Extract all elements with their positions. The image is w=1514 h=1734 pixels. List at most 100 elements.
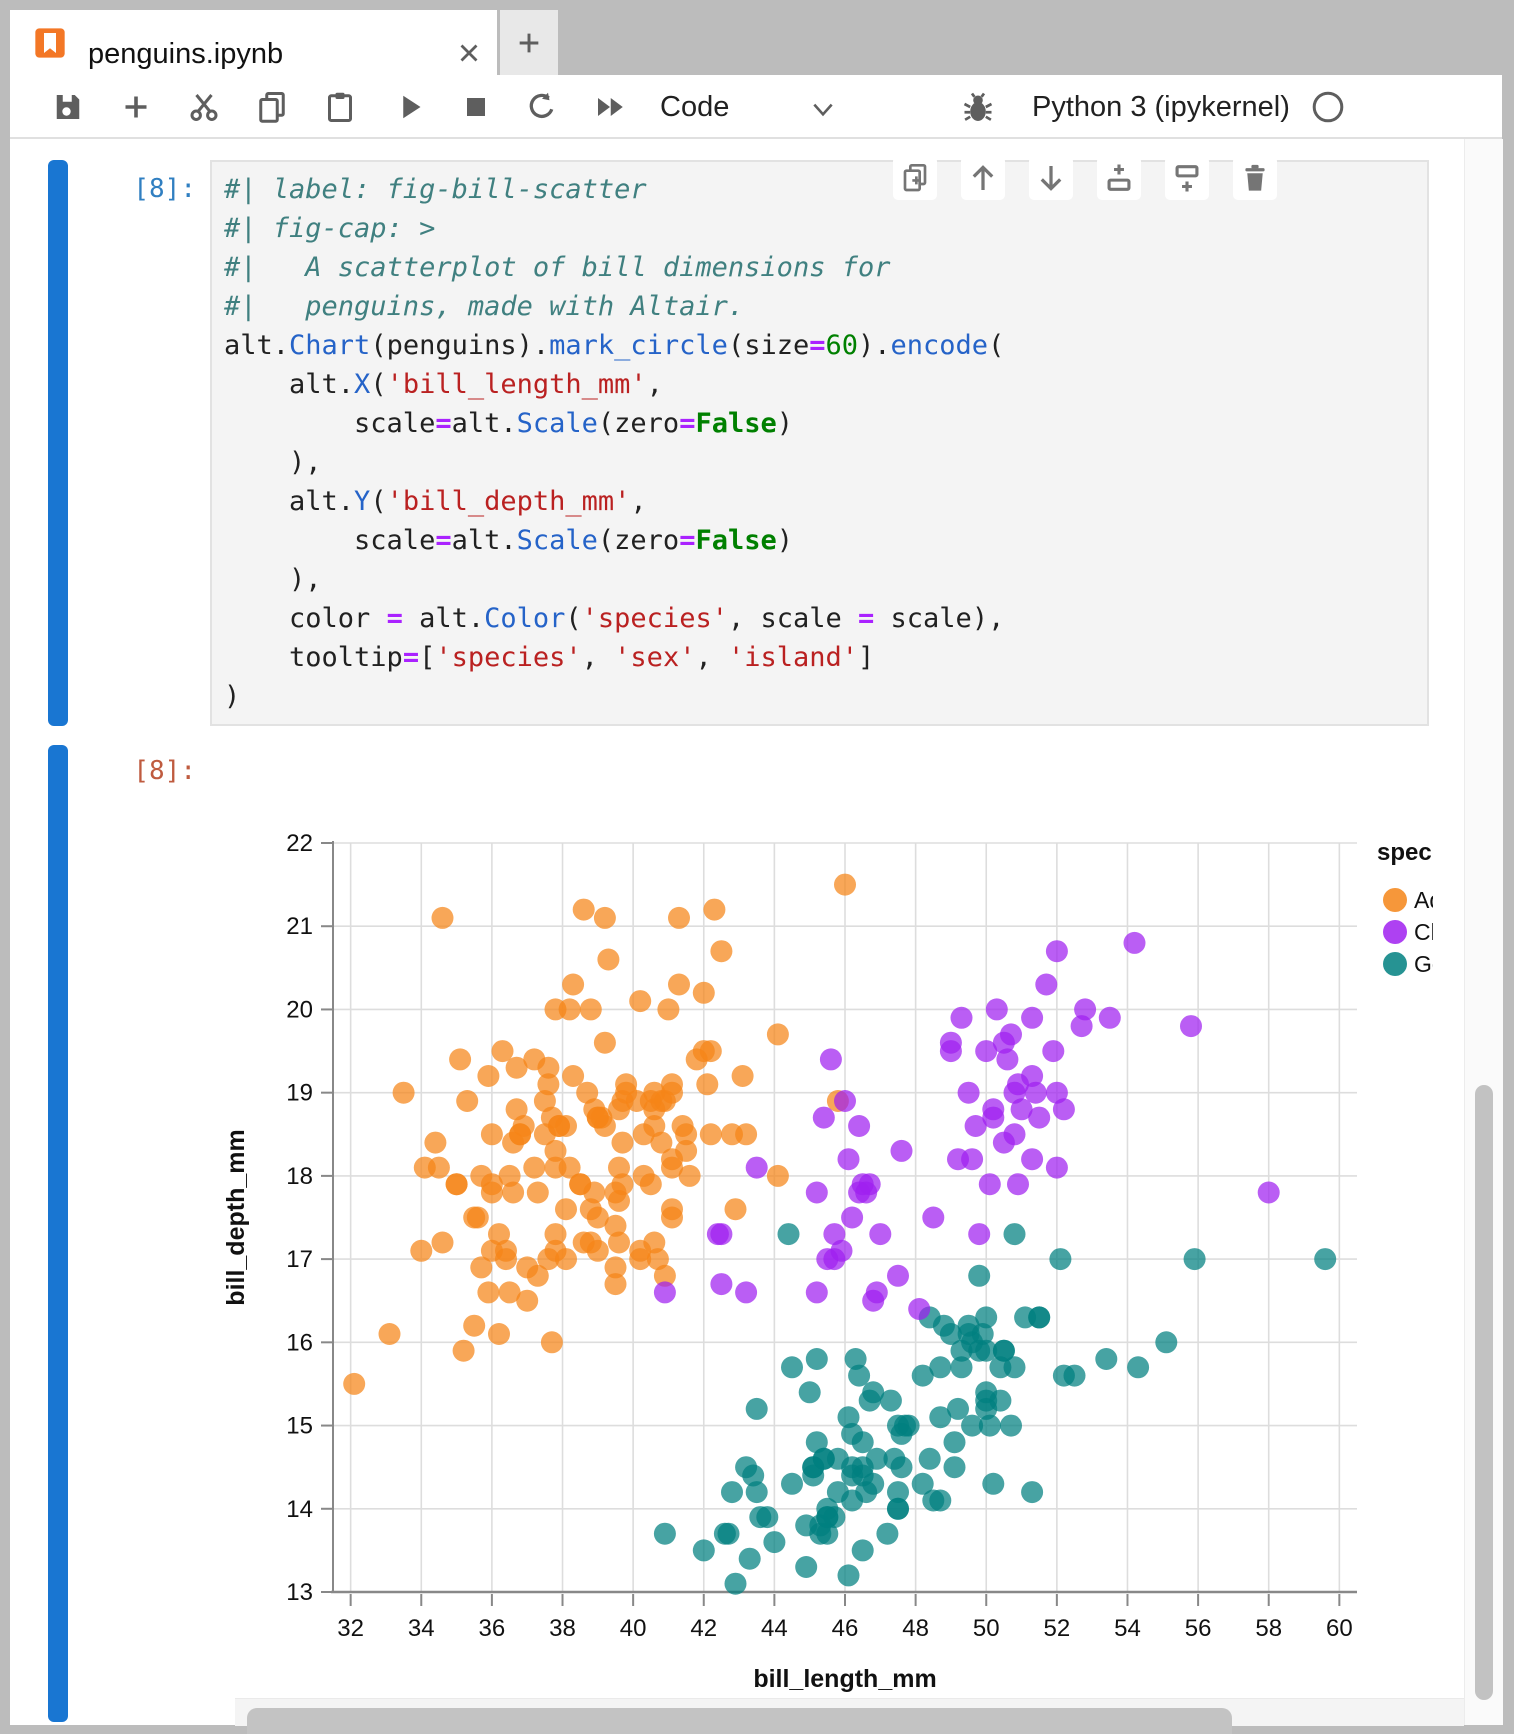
scatter-point-adelie [650,1131,673,1154]
scatter-chart-output[interactable]: 32 34 36 38 40 42 44 46 48 50 52 54 56 58 60 13 14 15 16 17… [210,748,1433,1698]
scatter-point-chinstrap [978,1173,1001,1196]
scatter-point-gentoo [795,1514,818,1537]
scatter-point-gentoo [887,1497,909,1520]
scatter-point-adelie [735,1123,758,1146]
scatter-point-adelie [643,1231,666,1254]
add-cell-icon[interactable] [118,89,154,125]
scatter-point-adelie [498,1281,521,1304]
cut-cells-icon[interactable] [186,89,222,125]
scatter-point-chinstrap [735,1281,758,1304]
scatter-point-adelie [480,1181,503,1204]
run-all-cells-icon[interactable] [592,89,628,125]
horizontal-scrollbar-thumb[interactable] [247,1708,1232,1734]
scatter-point-gentoo [721,1481,743,1504]
y-tick-label: 19 [286,1080,313,1107]
insert-cell-above-button[interactable] [1097,156,1141,200]
scatter-point-adelie [579,998,602,1021]
kernel-status-icon[interactable] [1310,89,1346,125]
arrow-up-icon [972,165,994,191]
vertical-scrollbar-thumb[interactable] [1475,1085,1493,1700]
scatter-point-chinstrap [961,1148,984,1171]
scatter-point-gentoo [879,1389,902,1412]
cell-type-dropdown[interactable]: Code [660,91,730,123]
y-tick-label: 16 [286,1329,313,1356]
duplicate-cell-icon [903,164,927,192]
scatter-point-gentoo [692,1539,715,1562]
scatter-point-adelie [643,1081,666,1104]
scatter-point-adelie [424,1131,447,1154]
chevron-down-icon[interactable] [810,101,836,119]
scatter-point-adelie [639,1173,662,1196]
scatter-point-chinstrap [823,1248,846,1271]
code-line: ), [224,447,322,478]
scatter-point-adelie [724,1198,747,1221]
scatter-point-gentoo [943,1456,966,1479]
legend-label-gentoo: Gentoo [1414,951,1433,977]
tab-penguins-notebook[interactable]: penguins.ipynb [10,10,497,75]
code-line: alt.X('bill_length_mm', [224,369,663,400]
kernel-name[interactable]: Python 3 (ipykernel) [1032,91,1290,123]
scatter-point-chinstrap [1045,1156,1068,1179]
scatter-point-gentoo [816,1506,839,1529]
scatter-point-gentoo [865,1447,888,1470]
scatter-point-gentoo [802,1464,825,1487]
scatter-point-adelie [604,1214,627,1237]
scatter-point-gentoo [911,1472,934,1495]
duplicate-cell-button[interactable] [893,156,937,200]
code-line: alt.Y('bill_depth_mm', [224,486,647,517]
scatter-point-adelie [410,1239,433,1262]
delete-cell-button[interactable] [1233,156,1277,200]
scatter-point-adelie [463,1314,486,1337]
scatter-point-adelie [491,1040,514,1063]
scatter-point-adelie [629,990,652,1013]
scatter-point-gentoo [837,1564,860,1587]
move-cell-down-button[interactable] [1029,156,1073,200]
scatter-point-adelie [558,998,581,1021]
scatter-point-gentoo [943,1431,966,1454]
scatter-point-adelie [692,981,715,1004]
tab-title: penguins.ipynb [88,38,284,70]
scatter-point-gentoo [1063,1364,1086,1387]
stop-kernel-icon[interactable] [458,89,494,125]
scatter-point-chinstrap [823,1223,846,1246]
scatter-point-gentoo [862,1381,885,1404]
new-tab-button[interactable] [500,10,558,75]
run-cell-icon[interactable] [392,89,428,125]
close-icon[interactable] [454,38,484,68]
scatter-point-adelie [611,1131,634,1154]
scatter-point-gentoo [932,1314,955,1337]
debugger-bug-icon[interactable] [960,89,996,125]
paste-cells-icon[interactable] [322,89,358,125]
cell-collapser-output[interactable] [48,745,68,1722]
scatter-point-chinstrap [975,1040,998,1063]
save-icon[interactable] [50,89,86,125]
scatter-point-chinstrap [1010,1098,1033,1121]
scatter-point-gentoo [848,1364,871,1387]
restart-kernel-icon[interactable] [524,89,560,125]
insert-cell-below-button[interactable] [1165,156,1209,200]
code-line: tooltip=['species', 'sex', 'island'] [224,642,875,673]
x-tick-label: 42 [690,1615,717,1642]
scatter-point-adelie [696,1073,719,1096]
scatter-point-chinstrap [862,1289,885,1312]
scatter-point-adelie [562,973,585,996]
scatter-point-chinstrap [890,1139,913,1162]
scatter-point-chinstrap [805,1181,828,1204]
scatter-point-adelie [452,1339,475,1362]
scatter-point-gentoo [1003,1356,1026,1379]
scatter-point-chinstrap [1045,1081,1068,1104]
scatter-point-adelie [533,1123,556,1146]
scatter-point-adelie [537,1073,560,1096]
x-tick-label: 54 [1114,1615,1141,1642]
copy-cells-icon[interactable] [254,89,290,125]
cell-collapser-input[interactable] [48,160,68,726]
scatter-point-gentoo [745,1397,768,1420]
scatter-point-gentoo [975,1381,998,1404]
move-cell-up-button[interactable] [961,156,1005,200]
scatter-point-chinstrap [1035,973,1058,996]
x-tick-label: 34 [408,1615,435,1642]
code-cell-editor[interactable]: #| label: fig-bill-scatter #| fig-cap: > #… [210,160,1429,726]
scatter-point-adelie [555,1198,577,1221]
scatter-point-adelie [608,1231,630,1254]
scatter-point-gentoo [653,1522,676,1545]
